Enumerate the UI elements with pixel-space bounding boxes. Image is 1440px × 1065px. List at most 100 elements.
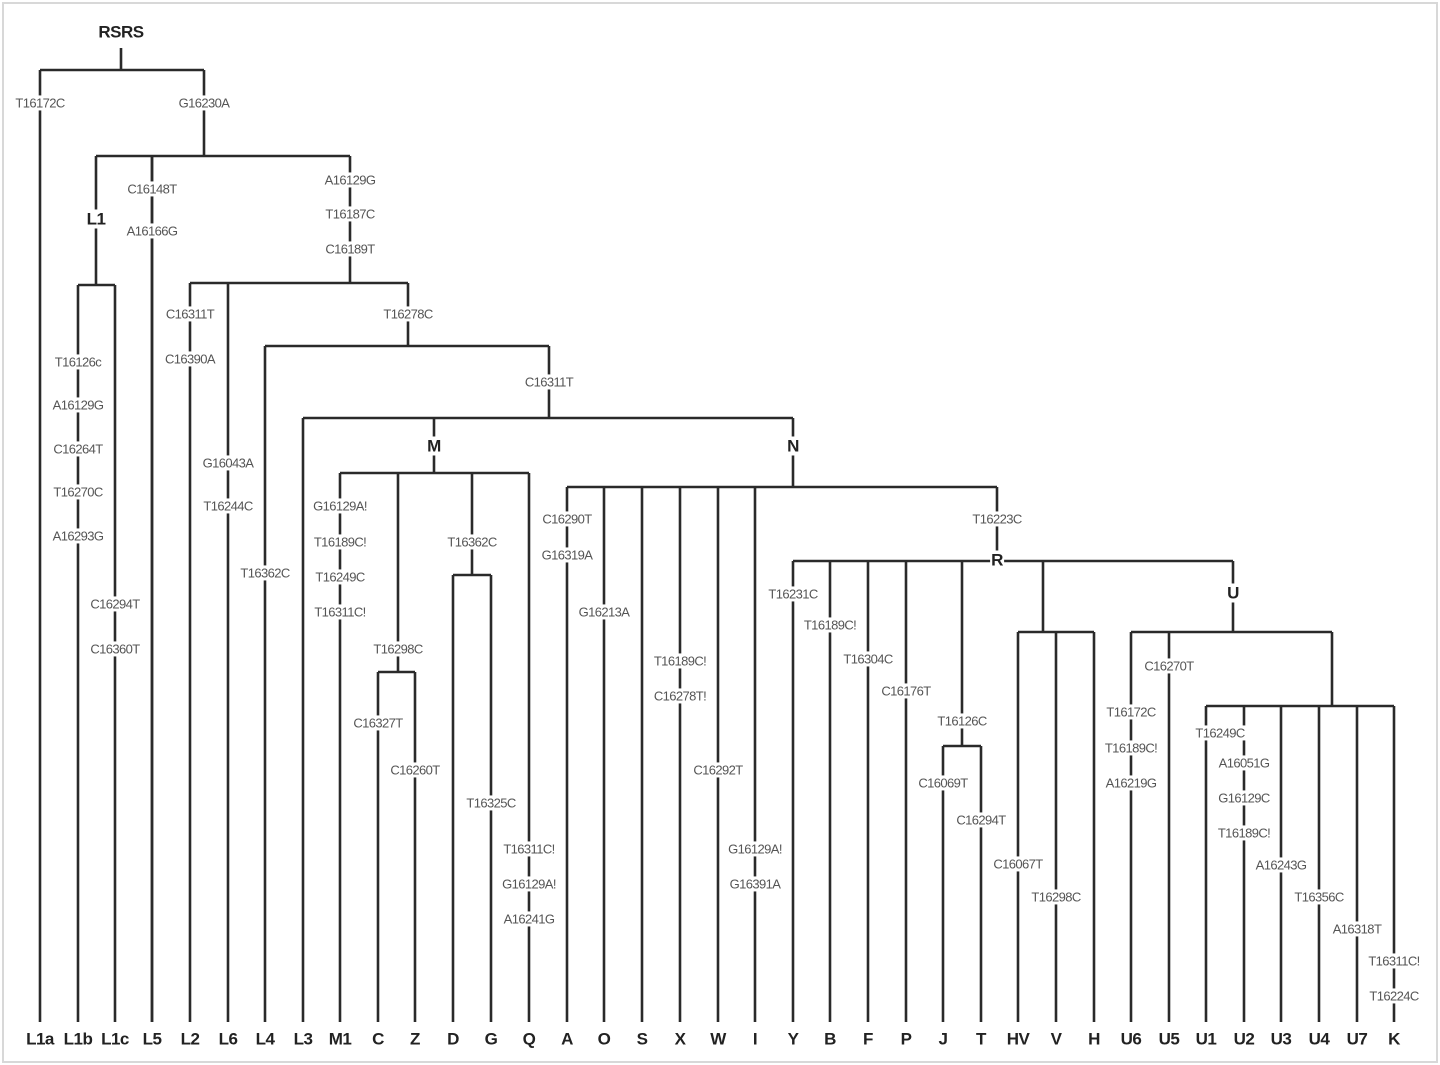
mutation-label: C16264T: [53, 441, 103, 456]
mutation-label: T16249C: [1195, 725, 1244, 740]
mutation-label: A16241G: [504, 911, 555, 926]
mutation-label: T16270C: [53, 484, 102, 499]
mutation-label: T16224C: [1369, 988, 1418, 1003]
leaf-label: M1: [329, 1029, 352, 1048]
label-background: [126, 181, 179, 197]
mutation-label: C16270T: [1144, 658, 1194, 673]
mutation-label: G16129A!: [502, 876, 556, 891]
mutation-label: C16290T: [542, 511, 592, 526]
mutation-label: C16176T: [881, 683, 931, 698]
label-background: [85, 209, 107, 229]
label-background: [312, 498, 368, 514]
mutation-label: A16318T: [1333, 921, 1382, 936]
leaf-label: HV: [1007, 1029, 1031, 1048]
leaf-label: C: [372, 1029, 384, 1048]
label-background: [1217, 790, 1271, 806]
label-background: [767, 586, 819, 602]
label-background: [1367, 953, 1421, 969]
mutation-label: T16187C: [325, 206, 374, 221]
label-background: [62, 1029, 94, 1049]
mutation-label: C16311T: [166, 306, 215, 321]
label-background: [635, 1029, 649, 1049]
leaf-label: S: [637, 1029, 648, 1048]
mutation-label: T16126C: [937, 713, 986, 728]
mutation-label: T16304C: [843, 651, 892, 666]
mutation-label: G16043A: [203, 455, 255, 470]
label-background: [728, 876, 783, 892]
label-background: [880, 683, 933, 699]
leaf-label: Q: [523, 1029, 536, 1048]
label-background: [596, 1029, 612, 1049]
leaf-label: U6: [1121, 1029, 1142, 1048]
label-background: [523, 374, 575, 390]
label-background: [382, 306, 434, 322]
label-background: [327, 1029, 353, 1049]
label-background: [673, 1029, 688, 1049]
label-background: [1143, 658, 1196, 674]
label-background: [125, 223, 179, 239]
clade-label: N: [787, 436, 799, 455]
leaf-label: U2: [1234, 1029, 1255, 1048]
label-background: [51, 528, 105, 544]
leaf-label: L1b: [64, 1029, 93, 1048]
mutation-label: C16390A: [165, 351, 216, 366]
label-background: [842, 651, 894, 667]
mutation-label: C16189T: [325, 241, 375, 256]
label-background: [541, 511, 594, 527]
leaf-label: U4: [1309, 1029, 1331, 1048]
mutation-label: A16219G: [1106, 775, 1157, 790]
label-background: [89, 596, 142, 612]
leaf-label: X: [675, 1029, 687, 1048]
label-background: [163, 351, 217, 367]
leaf-label: L5: [143, 1029, 162, 1048]
mutation-label: A16243G: [1256, 857, 1307, 872]
label-background: [1105, 704, 1157, 720]
mutation-label: T16356C: [1294, 889, 1343, 904]
label-background: [502, 841, 556, 857]
label-background: [937, 1029, 949, 1049]
label-background: [483, 1029, 499, 1049]
leaf-label: U3: [1271, 1029, 1292, 1048]
label-background: [217, 1029, 239, 1049]
leaf-label: L4: [256, 1029, 276, 1048]
label-background: [1226, 583, 1241, 603]
label-background: [936, 713, 988, 729]
mutation-label: T16126c: [55, 354, 102, 369]
label-background: [465, 795, 517, 811]
label-background: [371, 1029, 386, 1049]
label-background: [917, 775, 970, 791]
label-background: [1269, 1029, 1293, 1049]
label-background: [313, 604, 367, 620]
label-background: [1005, 1029, 1032, 1049]
mutation-label: C16327T: [353, 715, 403, 730]
mutation-label: A16293G: [53, 528, 104, 543]
label-background: [426, 436, 443, 456]
label-background: [1194, 725, 1246, 741]
label-background: [1049, 1029, 1064, 1049]
mutation-label: T16189C!: [804, 617, 856, 632]
label-background: [323, 172, 377, 188]
label-background: [802, 617, 858, 633]
mutation-label: T16298C: [1031, 889, 1080, 904]
leaf-label: Y: [788, 1029, 800, 1048]
label-background: [1103, 740, 1159, 756]
label-background: [1119, 1029, 1143, 1049]
label-background: [862, 1029, 875, 1049]
label-background: [955, 812, 1008, 828]
label-background: [1254, 857, 1308, 873]
mutation-label: C16260T: [390, 762, 440, 777]
mutation-label: C16069T: [918, 775, 968, 790]
label-background: [823, 1029, 838, 1049]
label-background: [179, 1029, 201, 1049]
label-background: [652, 653, 708, 669]
leaf-label: Z: [410, 1029, 420, 1048]
leaf-label: L2: [181, 1029, 200, 1048]
label-background: [201, 455, 256, 471]
label-background: [1345, 1029, 1369, 1049]
label-background: [25, 1029, 56, 1049]
mutation-label: T16362C: [240, 565, 289, 580]
leaf-label: G: [485, 1029, 498, 1048]
label-background: [1368, 988, 1420, 1004]
mutation-label: T16231C: [768, 586, 817, 601]
label-background: [975, 1029, 989, 1049]
